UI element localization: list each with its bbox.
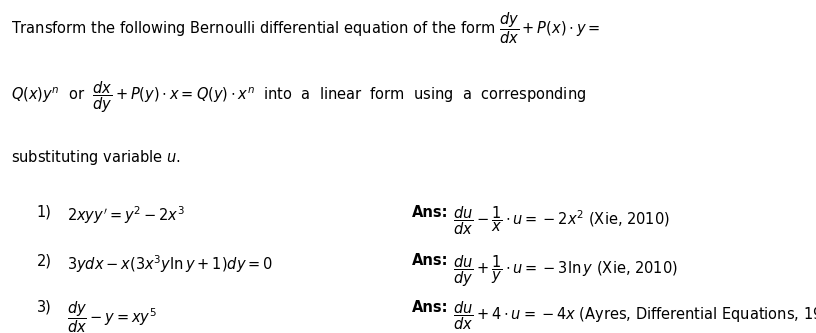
Text: Ans:: Ans: — [412, 205, 449, 220]
Text: Transform the following Bernoulli differential equation of the form $\dfrac{dy}{: Transform the following Bernoulli differ… — [11, 10, 600, 46]
Text: substituting variable $u$.: substituting variable $u$. — [11, 148, 180, 167]
Text: 3): 3) — [37, 300, 51, 315]
Text: $\dfrac{du}{dx} - \dfrac{1}{x}\cdot u = -2x^2$ (Xie, 2010): $\dfrac{du}{dx} - \dfrac{1}{x}\cdot u = … — [453, 205, 670, 237]
Text: $\dfrac{du}{dy} + \dfrac{1}{y}\cdot u = -3\ln y$ (Xie, 2010): $\dfrac{du}{dy} + \dfrac{1}{y}\cdot u = … — [453, 253, 678, 289]
Text: Ans:: Ans: — [412, 300, 449, 315]
Text: Ans:: Ans: — [412, 253, 449, 268]
Text: $\dfrac{dy}{dx} - y = xy^5$: $\dfrac{dy}{dx} - y = xy^5$ — [67, 300, 157, 333]
Text: 1): 1) — [37, 205, 51, 220]
Text: $Q(x)y^n$  or  $\dfrac{dx}{dy}+P(y)\cdot x=Q(y)\cdot x^n$  into  a  linear  form: $Q(x)y^n$ or $\dfrac{dx}{dy}+P(y)\cdot x… — [11, 80, 586, 116]
Text: $3ydx - x(3x^3y\ln y + 1)dy = 0$: $3ydx - x(3x^3y\ln y + 1)dy = 0$ — [67, 253, 273, 275]
Text: $\dfrac{du}{dx} + 4\cdot u = -4x$ (Ayres, Differential Equations, 1952): $\dfrac{du}{dx} + 4\cdot u = -4x$ (Ayres… — [453, 300, 816, 332]
Text: $2xyy' = y^2 - 2x^3$: $2xyy' = y^2 - 2x^3$ — [67, 205, 184, 226]
Text: 2): 2) — [37, 253, 51, 268]
